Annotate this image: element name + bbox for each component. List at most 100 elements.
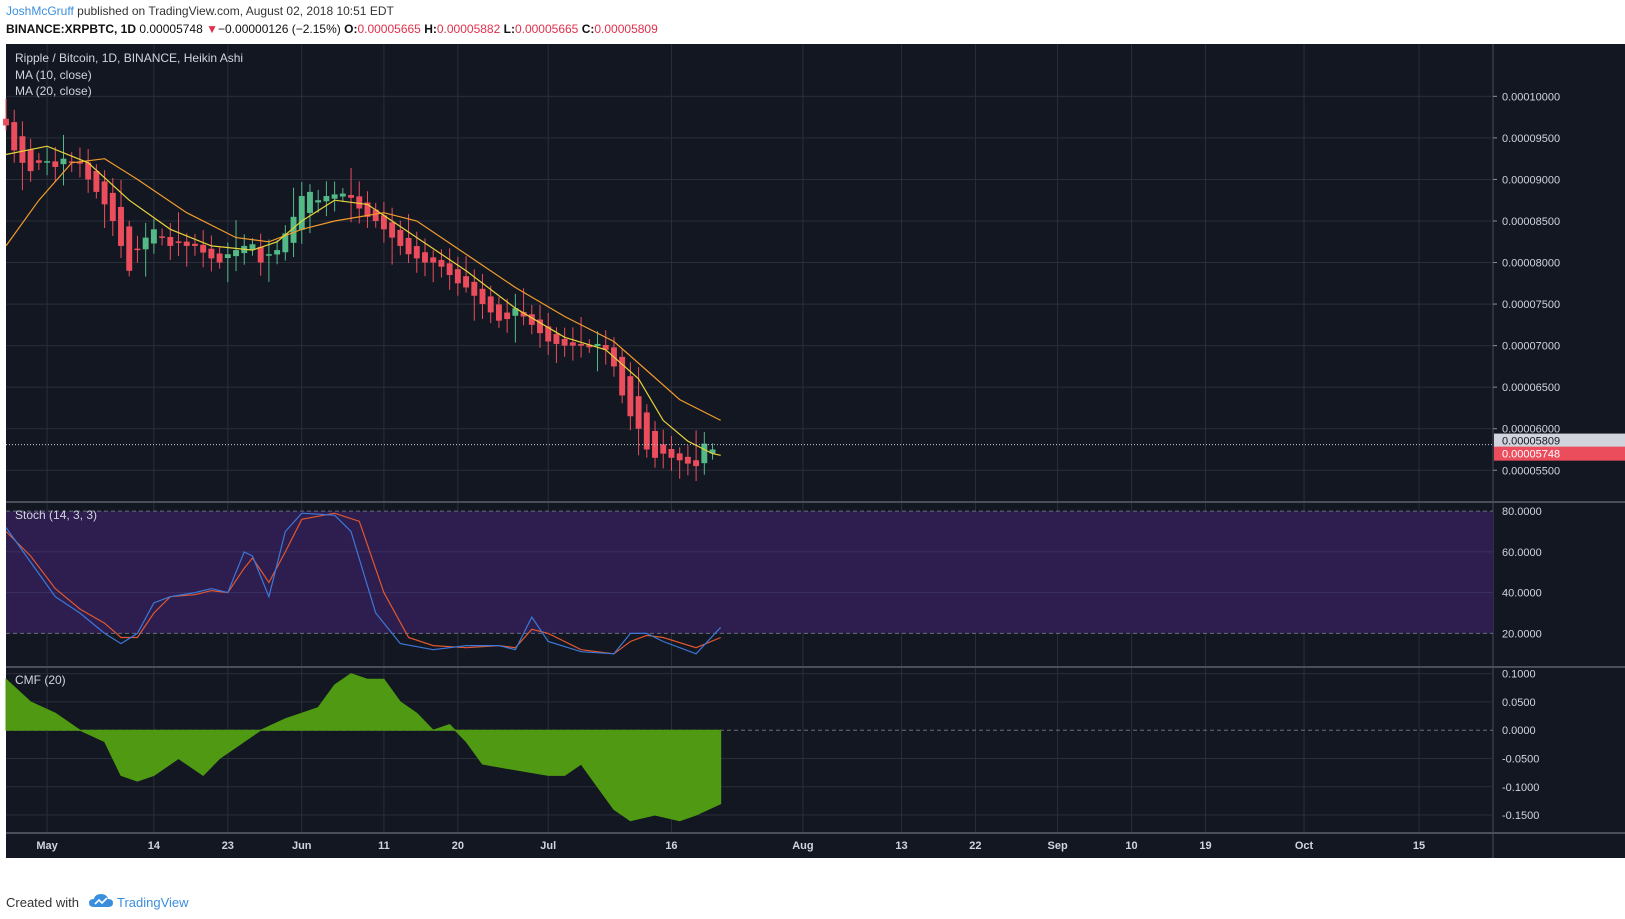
candle-body — [323, 196, 330, 202]
candle-body — [298, 196, 305, 230]
candle-body — [167, 236, 174, 246]
candle-body — [422, 252, 428, 263]
time-tick-label: Jul — [540, 840, 556, 852]
author-link[interactable]: JoshMcGruff — [6, 4, 74, 18]
time-tick-label: 14 — [148, 840, 161, 852]
candle-body — [504, 312, 511, 320]
high-value: 0.00005882 — [436, 22, 501, 36]
time-tick-label: Aug — [792, 840, 813, 852]
price-tick-label: 0.00009500 — [1502, 133, 1560, 145]
down-arrow-icon: ▼ — [206, 22, 218, 36]
stoch-tick-label: 40.0000 — [1502, 588, 1542, 600]
candle-body — [454, 269, 461, 284]
candle-body — [594, 343, 601, 347]
time-tick-label: 15 — [1413, 840, 1425, 852]
candle-body — [216, 253, 223, 263]
high-label: H: — [424, 22, 437, 36]
candle-body — [142, 237, 149, 250]
candle-body — [200, 244, 207, 253]
time-tick-label: 20 — [452, 840, 464, 852]
time-tick-label: Oct — [1295, 840, 1314, 852]
stoch-d-line — [5, 512, 721, 655]
candle-body — [578, 343, 585, 346]
candle-body — [668, 449, 675, 458]
candle-body — [627, 376, 634, 417]
last-price: 0.00005748 — [139, 22, 203, 36]
candle-body — [150, 229, 157, 244]
candle-body — [356, 196, 363, 209]
candle-body — [27, 149, 34, 172]
candle-body — [397, 229, 404, 246]
indicator-legend-label: MA (20, close) — [15, 84, 92, 98]
candle-body — [175, 241, 182, 243]
candle-body — [676, 453, 683, 461]
candle-body — [76, 162, 83, 164]
candle-body — [487, 296, 494, 313]
price-tick-label: 0.00005500 — [1502, 465, 1560, 477]
chart-header: JoshMcGruff published on TradingView.com… — [0, 0, 1625, 44]
time-tick-label: 16 — [665, 840, 677, 852]
low-label: L: — [503, 22, 515, 36]
candle-body — [191, 243, 198, 246]
candle-body — [60, 158, 67, 165]
candle-body — [463, 276, 470, 288]
chart-footer: Created with TradingView — [0, 885, 1625, 919]
cmf-legend-label: CMF (20) — [15, 673, 66, 687]
candle-body — [512, 308, 519, 316]
stoch-legend-label: Stoch (14, 3, 3) — [15, 508, 97, 522]
candle-body — [693, 460, 700, 467]
candle-body — [660, 444, 667, 454]
candle-body — [479, 288, 486, 305]
candle-body — [11, 122, 18, 151]
candle-body — [446, 263, 453, 275]
candle-body — [68, 161, 75, 163]
candle-body — [339, 193, 346, 197]
candle-body — [520, 312, 527, 317]
candle-body — [93, 170, 100, 192]
candle-body — [495, 304, 502, 321]
candle-body — [249, 244, 256, 250]
time-tick-label: 19 — [1199, 840, 1211, 852]
last-price-badge-label: 0.00005748 — [1502, 449, 1560, 461]
time-tick-label: 13 — [895, 840, 907, 852]
candle-body — [586, 344, 593, 348]
candle-body — [35, 160, 42, 163]
time-tick-label: 23 — [222, 840, 234, 852]
price-tick-label: 0.00007000 — [1502, 341, 1560, 353]
chart-title: Ripple / Bitcoin, 1D, BINANCE, Heikin As… — [15, 51, 243, 65]
cmf-area — [5, 673, 722, 822]
stoch-k-line — [5, 512, 722, 655]
cmf-tick-label: -0.1000 — [1502, 782, 1539, 794]
candle-body — [643, 412, 650, 450]
tradingview-brand-link[interactable]: TradingView — [117, 895, 189, 910]
candle-body — [307, 191, 313, 213]
stoch-tick-label: 20.0000 — [1502, 628, 1542, 640]
open-value: 0.00005665 — [357, 22, 421, 36]
candle-body — [44, 161, 51, 163]
tradingview-cloud-icon — [89, 894, 113, 907]
candle-body — [282, 233, 289, 253]
price-tick-label: 0.00008000 — [1502, 258, 1560, 270]
close-label: C: — [581, 22, 595, 36]
candle-body — [348, 195, 355, 198]
candle-body — [709, 449, 716, 454]
time-tick-label: Sep — [1047, 840, 1067, 852]
candle-body — [118, 206, 124, 246]
cmf-tick-label: -0.0500 — [1502, 753, 1539, 765]
price-chart[interactable]: 0.00010000 0.00009500 0.00009000 0.00008500… — [0, 44, 1625, 885]
price-tick-label: 0.00006500 — [1502, 382, 1560, 394]
price-change: −0.00000126 (−2.15%) — [218, 22, 341, 36]
time-tick-label: 22 — [969, 840, 981, 852]
candle-body — [537, 319, 543, 334]
price-tick-label: 0.00008500 — [1502, 216, 1560, 228]
candle-body — [126, 226, 133, 271]
indicator-legend-label: MA (10, close) — [15, 68, 92, 82]
candle-body — [183, 241, 190, 246]
candle-body — [635, 396, 642, 429]
candle-body — [134, 248, 141, 251]
candle-body — [528, 314, 535, 325]
candle-body — [224, 254, 231, 259]
stoch-tick-label: 80.0000 — [1502, 506, 1542, 518]
candle-body — [257, 246, 264, 263]
candle-body — [3, 118, 9, 126]
